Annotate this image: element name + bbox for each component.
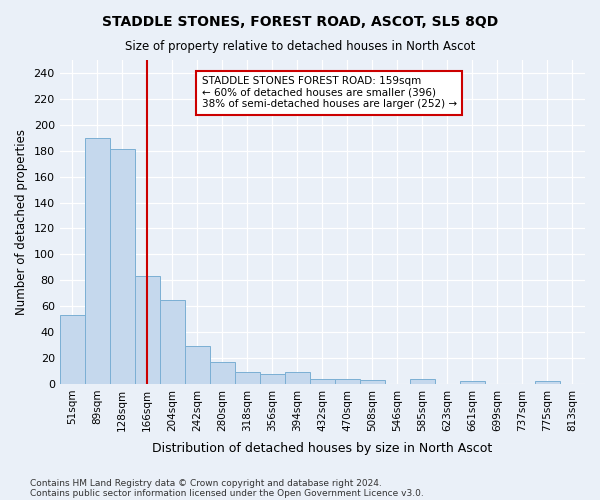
Bar: [59, 315, 85, 384]
Bar: [110, 150, 135, 384]
Text: Size of property relative to detached houses in North Ascot: Size of property relative to detached ho…: [125, 40, 475, 53]
Bar: [360, 380, 385, 384]
Bar: [160, 300, 185, 384]
Bar: [535, 382, 560, 384]
Bar: [410, 378, 435, 384]
Bar: [85, 138, 110, 384]
Bar: [310, 378, 335, 384]
Text: Contains HM Land Registry data © Crown copyright and database right 2024.: Contains HM Land Registry data © Crown c…: [30, 478, 382, 488]
Bar: [210, 362, 235, 384]
Bar: [260, 374, 285, 384]
Bar: [460, 382, 485, 384]
Bar: [235, 372, 260, 384]
Bar: [335, 378, 360, 384]
Bar: [135, 276, 160, 384]
X-axis label: Distribution of detached houses by size in North Ascot: Distribution of detached houses by size …: [152, 442, 493, 455]
Text: STADDLE STONES, FOREST ROAD, ASCOT, SL5 8QD: STADDLE STONES, FOREST ROAD, ASCOT, SL5 …: [102, 15, 498, 29]
Bar: [285, 372, 310, 384]
Bar: [185, 346, 210, 384]
Y-axis label: Number of detached properties: Number of detached properties: [15, 129, 28, 315]
Text: Contains public sector information licensed under the Open Government Licence v3: Contains public sector information licen…: [30, 488, 424, 498]
Text: STADDLE STONES FOREST ROAD: 159sqm
← 60% of detached houses are smaller (396)
38: STADDLE STONES FOREST ROAD: 159sqm ← 60%…: [202, 76, 457, 110]
